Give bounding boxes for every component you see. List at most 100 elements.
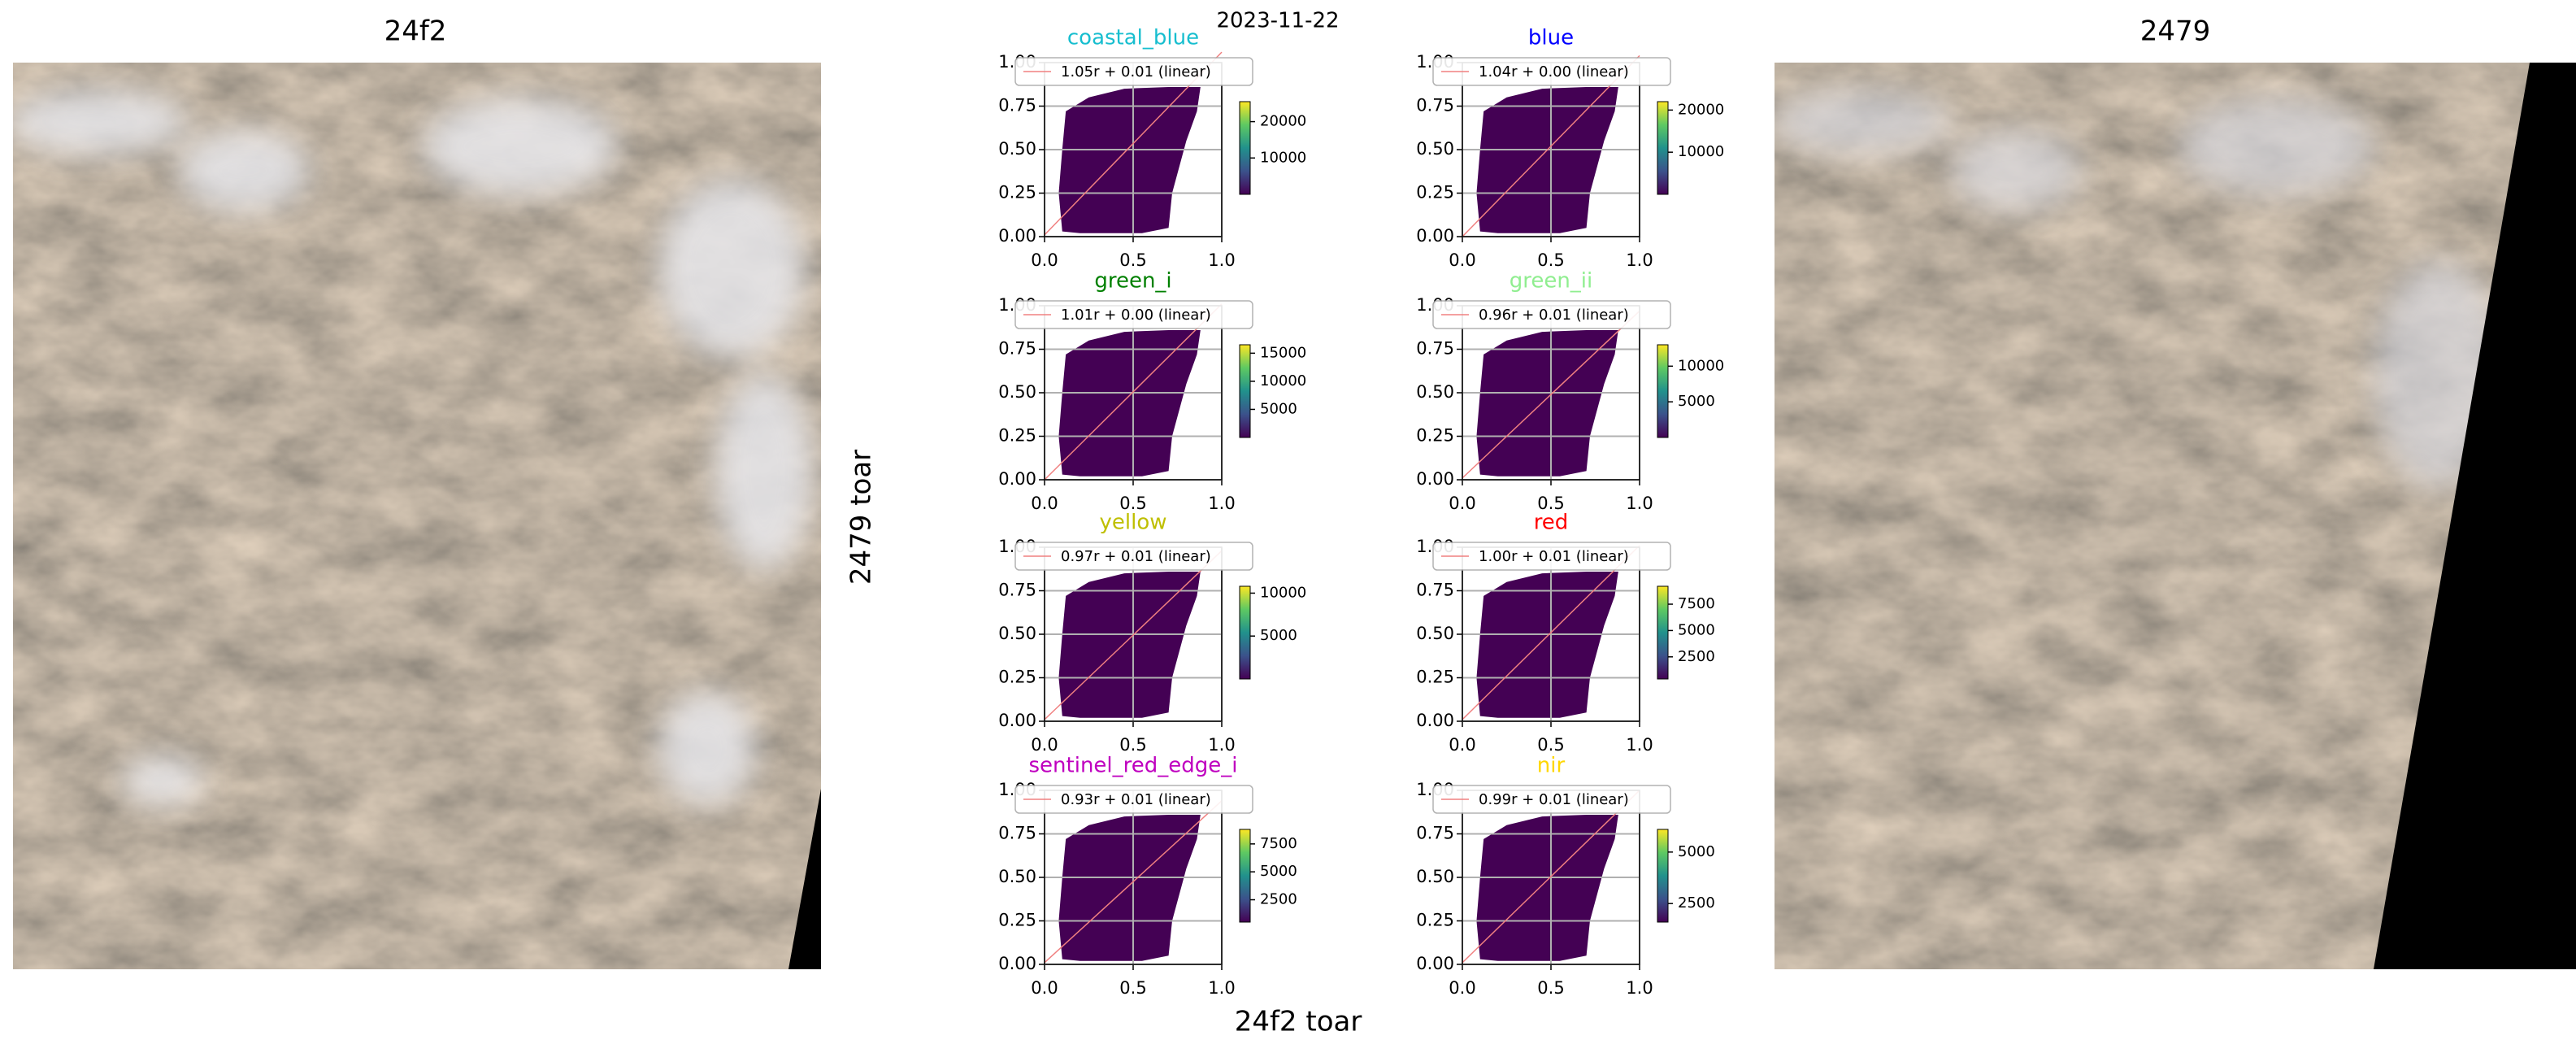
- image-title: 24f2: [384, 15, 447, 48]
- legend-label: 0.99r + 0.01 (linear): [1479, 791, 1629, 808]
- colorbar: [1657, 585, 1669, 680]
- subplot-title: coastal_blue: [1067, 26, 1199, 50]
- colorbar-tick-label: 5000: [1678, 621, 1715, 638]
- y-tick-label: 0.25: [1416, 426, 1454, 446]
- legend-label: 1.05r + 0.01 (linear): [1061, 63, 1211, 81]
- x-tick-label: 0.0: [1031, 494, 1058, 513]
- satellite-image: [13, 63, 821, 969]
- x-tick-label: 1.0: [1208, 250, 1235, 270]
- x-tick-label: 0.5: [1537, 494, 1564, 513]
- x-tick-label: 0.5: [1119, 735, 1146, 755]
- subplot: 0.00.51.00.000.250.500.751.00green_ii0.9…: [1416, 269, 1724, 514]
- colorbar: [1239, 585, 1251, 680]
- colorbar: [1239, 829, 1251, 923]
- legend-box: [1014, 785, 1253, 814]
- colorbar-tick-label: 5000: [1260, 400, 1297, 417]
- subplot: 0.00.51.00.000.250.500.751.00nir0.99r + …: [1416, 754, 1715, 999]
- x-tick-label: 0.0: [1031, 250, 1058, 270]
- y-tick-label: 0.25: [1416, 668, 1454, 687]
- x-tick-label: 1.0: [1626, 735, 1653, 755]
- y-tick-label: 0.50: [998, 139, 1036, 159]
- x-tick-label: 0.5: [1119, 978, 1146, 998]
- legend-label: 0.96r + 0.01 (linear): [1479, 307, 1629, 324]
- fit-line: [1462, 790, 1640, 964]
- subplot-title: green_ii: [1510, 269, 1593, 294]
- y-tick-label: 0.75: [998, 581, 1036, 600]
- subplot: 0.00.51.00.000.250.500.751.00sentinel_re…: [998, 754, 1297, 999]
- subplot: 0.00.51.00.000.250.500.751.00yellow0.97r…: [998, 511, 1306, 755]
- y-tick-label: 0.75: [998, 339, 1036, 359]
- legend-box: [1432, 57, 1671, 86]
- y-tick-label: 0.50: [1416, 139, 1454, 159]
- colorbar-tick-label: 20000: [1678, 101, 1724, 118]
- y-tick-label: 0.00: [1416, 711, 1454, 730]
- subplot: 0.00.51.00.000.250.500.751.00blue1.04r +…: [1416, 26, 1724, 271]
- x-tick-label: 0.0: [1031, 735, 1058, 755]
- legend-label: 1.01r + 0.00 (linear): [1061, 307, 1211, 324]
- y-tick-label: 0.75: [1416, 824, 1454, 843]
- x-tick-label: 1.0: [1208, 494, 1235, 513]
- x-tick-label: 0.0: [1449, 250, 1475, 270]
- x-tick-label: 0.5: [1119, 494, 1146, 513]
- colorbar-tick-label: 20000: [1260, 113, 1306, 130]
- density-cloud: [1058, 571, 1201, 718]
- subplot: 0.00.51.00.000.250.500.751.00green_i1.01…: [998, 269, 1306, 514]
- colorbar-tick-label: 5000: [1678, 843, 1715, 860]
- y-tick-label: 0.25: [998, 183, 1036, 202]
- y-tick-label: 0.00: [998, 954, 1036, 973]
- y-tick-label: 0.25: [1416, 911, 1454, 930]
- x-tick-label: 0.0: [1031, 978, 1058, 998]
- x-tick-label: 0.5: [1537, 735, 1564, 755]
- fit-line: [1462, 545, 1640, 720]
- x-tick-label: 0.0: [1449, 494, 1475, 513]
- fit-line: [1044, 800, 1223, 964]
- y-tick-label: 0.00: [998, 469, 1036, 489]
- x-tick-label: 1.0: [1208, 735, 1235, 755]
- legend: 1.05r + 0.01 (linear): [1014, 57, 1253, 86]
- y-tick-label: 0.75: [1416, 96, 1454, 115]
- legend-box: [1014, 57, 1253, 86]
- legend-box: [1014, 542, 1253, 571]
- y-tick-label: 0.25: [1416, 183, 1454, 202]
- colorbar-tick-label: 7500: [1260, 835, 1297, 852]
- y-tick-label: 0.75: [1416, 581, 1454, 600]
- y-tick-label: 0.25: [998, 911, 1036, 930]
- y-tick-label: 0.75: [998, 96, 1036, 115]
- colorbar-tick-label: 10000: [1678, 143, 1724, 160]
- x-tick-label: 0.0: [1449, 978, 1475, 998]
- subplot-title: nir: [1537, 754, 1566, 778]
- y-tick-label: 0.50: [998, 382, 1036, 402]
- x-tick-label: 0.5: [1119, 250, 1146, 270]
- fit-line: [1462, 310, 1640, 479]
- colorbar-tick-label: 10000: [1260, 584, 1306, 601]
- colorbar: [1657, 101, 1669, 195]
- legend-label: 0.93r + 0.01 (linear): [1061, 791, 1211, 808]
- x-axis-label: 24f2 toar: [1235, 1006, 1362, 1038]
- legend: 1.01r + 0.00 (linear): [1014, 300, 1253, 329]
- colorbar-tick-label: 10000: [1678, 357, 1724, 374]
- subplot-title: green_i: [1094, 269, 1171, 294]
- y-tick-label: 0.00: [998, 226, 1036, 246]
- y-axis-label: 2479 toar: [845, 450, 878, 585]
- colorbar: [1239, 344, 1251, 438]
- subplot: 0.00.51.00.000.250.500.751.00coastal_blu…: [998, 26, 1306, 271]
- legend-label: 0.97r + 0.01 (linear): [1061, 548, 1211, 565]
- x-tick-label: 1.0: [1626, 978, 1653, 998]
- y-tick-label: 0.75: [998, 824, 1036, 843]
- y-tick-label: 0.00: [1416, 469, 1454, 489]
- subplot-title: blue: [1528, 26, 1574, 50]
- y-tick-label: 0.25: [998, 668, 1036, 687]
- density-cloud: [1058, 86, 1201, 233]
- colorbar-tick-label: 10000: [1260, 372, 1306, 389]
- legend-box: [1432, 300, 1671, 329]
- subplot-title: red: [1534, 511, 1569, 535]
- colorbar: [1657, 829, 1669, 923]
- density-cloud: [1476, 86, 1618, 233]
- legend: 1.04r + 0.00 (linear): [1432, 57, 1671, 86]
- colorbar-tick-label: 5000: [1678, 393, 1715, 410]
- y-tick-label: 0.00: [998, 711, 1036, 730]
- colorbar-tick-label: 5000: [1260, 627, 1297, 644]
- y-tick-label: 0.50: [1416, 867, 1454, 886]
- legend-box: [1014, 300, 1253, 329]
